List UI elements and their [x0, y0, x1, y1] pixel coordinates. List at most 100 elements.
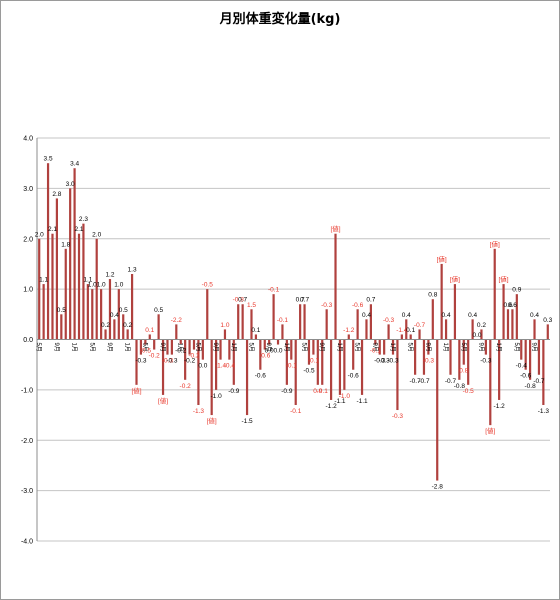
data-label: 0.7: [238, 297, 247, 304]
bar: [179, 339, 182, 345]
bar: [316, 339, 319, 385]
bar: [537, 339, 541, 375]
chart-title: 月別体重変化量(kg): [219, 12, 341, 27]
bar: [299, 304, 302, 340]
y-tick-label: -4.0: [21, 539, 33, 546]
data-label: -1.2: [325, 403, 337, 410]
bar: [268, 339, 271, 345]
bar: [383, 339, 386, 355]
bar: [104, 329, 107, 340]
data-label: 3.4: [70, 161, 79, 168]
x-tick-label: 9月: [477, 343, 484, 352]
bar: [38, 238, 41, 340]
bar: [334, 233, 337, 340]
bar: [276, 339, 280, 345]
x-axis-tick-labels: 5月 9月 1月 5月 9月 1月 5月 9月 1月 5月 9月 1月 5月 9月 1月 5月 9月 1月 5月 9月…: [35, 343, 537, 352]
bar: [290, 339, 293, 360]
data-label: 1.2: [105, 272, 114, 279]
bar: [444, 319, 448, 340]
data-label: -0.6: [259, 353, 271, 360]
data-label: 0.8: [428, 292, 437, 299]
bar: [440, 263, 443, 340]
bar: [175, 324, 178, 340]
data-label: -0.1: [277, 317, 289, 324]
bar: [418, 329, 421, 340]
bar: [241, 304, 244, 340]
bar: [219, 339, 222, 360]
y-tick-label: -3.0: [21, 488, 33, 495]
data-label: 0.6: [503, 302, 512, 309]
data-label: -0.1: [370, 348, 382, 355]
data-label: [値]: [131, 386, 141, 395]
data-label: 0.1: [406, 327, 415, 334]
data-label: 0.0: [273, 348, 282, 355]
bar: [303, 304, 306, 340]
bar: [431, 299, 434, 340]
x-tick-label: 9月: [371, 343, 378, 352]
data-label: -0.3: [374, 358, 386, 365]
bar: [77, 233, 81, 340]
data-label: 0.6: [508, 302, 517, 309]
data-label: -1.1: [334, 398, 346, 405]
bar: [365, 319, 368, 340]
bar: [511, 309, 514, 340]
bar: [387, 324, 390, 340]
data-label: -0.2: [180, 383, 192, 390]
data-label: -0.3: [423, 358, 435, 365]
data-label: -1.4: [215, 363, 227, 370]
x-tick-label: 9月: [106, 343, 113, 352]
data-label: -2.8: [432, 484, 444, 491]
bar: [250, 309, 253, 340]
data-label: 0.9: [512, 287, 521, 294]
data-label: 0.1: [145, 327, 154, 334]
data-label: -0.5: [202, 282, 214, 289]
bar: [325, 309, 328, 340]
bar: [60, 314, 63, 340]
data-label: 0.7: [300, 297, 309, 304]
data-label: 1.1: [39, 277, 48, 284]
bar: [228, 339, 231, 360]
data-label: [値]: [207, 416, 217, 425]
data-label: 2.0: [35, 231, 44, 238]
x-tick-label: 5月: [354, 343, 361, 352]
bar: [467, 339, 470, 385]
x-tick-label: 1月: [336, 343, 343, 352]
data-label: -0.6: [520, 373, 532, 380]
data-label: 0.2: [123, 322, 132, 329]
x-tick-label: 1月: [230, 343, 237, 352]
data-label: -0.4: [516, 363, 528, 370]
bar: [462, 339, 465, 365]
bar: [533, 319, 536, 340]
bar: [396, 339, 399, 411]
bar: [237, 304, 240, 340]
bar: [312, 339, 315, 355]
bar: [122, 314, 125, 340]
x-tick-label: 9月: [318, 343, 325, 352]
bar: [352, 339, 355, 370]
data-label: 0.0: [473, 332, 482, 339]
data-label: 0.2: [477, 322, 486, 329]
bar: [338, 339, 342, 395]
bar: [188, 339, 191, 355]
x-tick-label: 5月: [194, 343, 201, 352]
bar: [82, 223, 85, 340]
bar: [422, 339, 426, 375]
data-label: [値]: [490, 239, 500, 248]
bar: [64, 248, 67, 340]
data-label: -0.3: [480, 358, 492, 365]
data-label: -0.7: [414, 322, 426, 329]
data-label: -0.3: [162, 358, 174, 365]
x-tick-label: 5月: [35, 343, 42, 352]
data-label: 0.7: [296, 297, 305, 304]
x-tick-label: 9月: [53, 343, 60, 352]
bar: [449, 339, 452, 375]
data-label: 0.0: [265, 348, 274, 355]
data-label: -0.7: [533, 378, 545, 385]
bar: [170, 339, 173, 355]
x-tick-label: 1月: [177, 343, 184, 352]
bar: [263, 339, 266, 350]
data-label: -0.5: [463, 388, 475, 395]
data-label: -0.1: [286, 363, 298, 370]
bar: [414, 339, 417, 375]
